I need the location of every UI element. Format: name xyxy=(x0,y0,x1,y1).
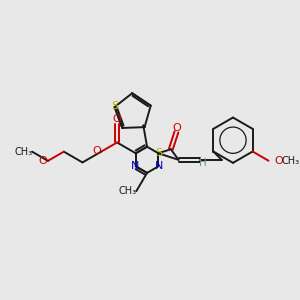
Text: O: O xyxy=(274,156,283,166)
Text: CH₃: CH₃ xyxy=(282,156,300,166)
Text: CH₃: CH₃ xyxy=(118,186,136,196)
Text: O: O xyxy=(172,123,181,133)
Text: N: N xyxy=(130,161,139,171)
Text: O: O xyxy=(39,156,47,166)
Text: CH₃: CH₃ xyxy=(14,147,32,157)
Text: S: S xyxy=(155,148,162,158)
Text: S: S xyxy=(111,101,118,111)
Text: O: O xyxy=(92,146,101,156)
Text: O: O xyxy=(113,114,122,124)
Text: H: H xyxy=(199,158,207,168)
Text: N: N xyxy=(155,161,164,171)
